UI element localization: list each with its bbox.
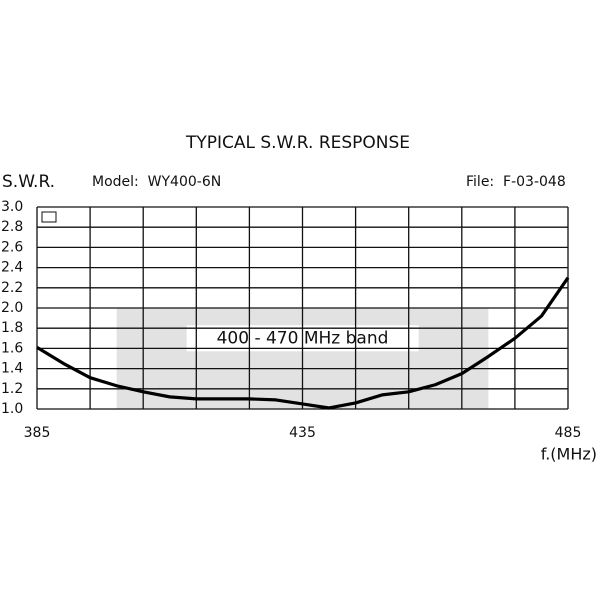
y-tick-label: 1.6 [1, 340, 23, 356]
y-tick-label: 2.0 [1, 300, 23, 316]
x-tick-label: 485 [555, 425, 582, 441]
y-tick-label: 3.0 [1, 199, 23, 215]
y-tick-label: 1.8 [1, 320, 23, 336]
y-tick-label: 2.4 [1, 260, 23, 276]
line [36, 276, 570, 410]
y-tick-label: 2.2 [1, 280, 23, 296]
model-label: Model: WY400-6N [92, 174, 221, 190]
y-tick-label: 2.8 [1, 219, 23, 235]
chart-title: TYPICAL S.W.R. RESPONSE [185, 133, 410, 153]
logo [41, 211, 57, 223]
x-tick-label: 385 [24, 425, 51, 441]
y-tick-label: 1.4 [1, 361, 23, 377]
x-axis-label: f.(MHz) [541, 445, 597, 464]
x-tick-label: 435 [289, 425, 316, 441]
y-tick-label: 1.2 [1, 381, 23, 397]
y-tick-label: 1.0 [1, 401, 23, 417]
y-tick-label: 2.6 [1, 239, 23, 255]
y-axis-label: S.W.R. [2, 172, 55, 192]
file-label: File: F-03-048 [466, 174, 566, 190]
